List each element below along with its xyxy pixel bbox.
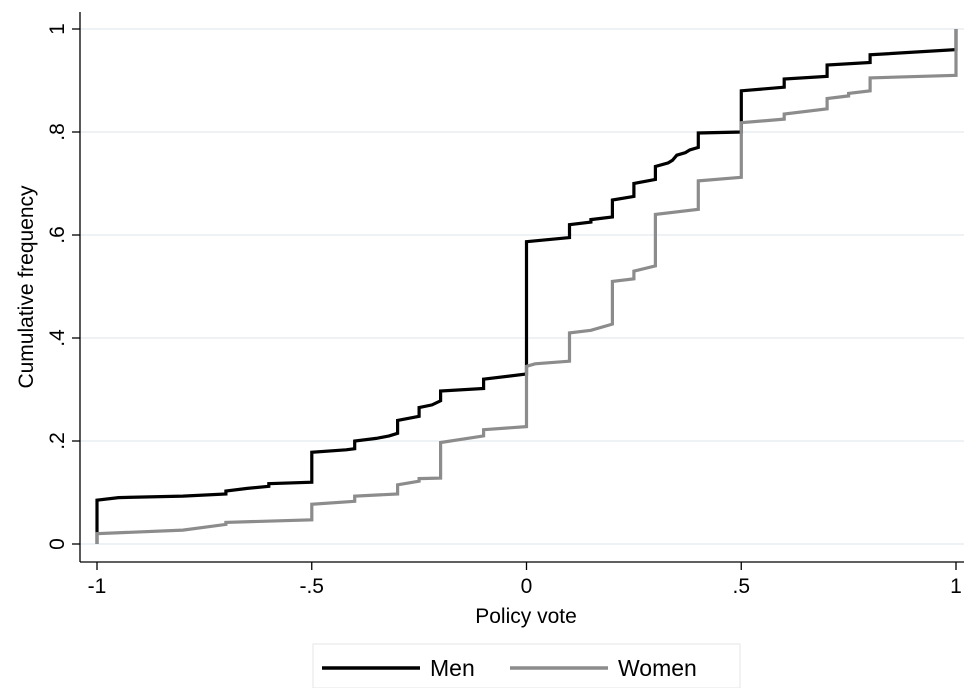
y-tick-label: .2 (46, 432, 69, 450)
series-lines (95, 29, 958, 544)
y-tick-label: .4 (46, 329, 69, 347)
y-tick-label: 1 (46, 23, 69, 35)
x-tick-label: -1 (88, 575, 107, 598)
x-tick-label: 1 (950, 575, 962, 598)
axes: 0 .2 .4 .6 .8 1 -1 -.5 0 .5 1 (46, 12, 964, 598)
series-line-women (95, 29, 958, 544)
y-tick-label: .8 (46, 123, 69, 141)
y-tick-label: .6 (46, 226, 69, 244)
legend-label-men: Men (430, 655, 475, 681)
x-axis-title: Policy vote (475, 605, 577, 628)
legend-label-women: Women (618, 655, 697, 681)
x-tick-label: -.5 (299, 575, 324, 598)
legend-frame (312, 643, 741, 689)
gridlines (80, 28, 964, 545)
legend: Men Women (312, 643, 741, 689)
x-tick-label: 0 (521, 575, 533, 598)
y-tick-label: 0 (46, 538, 69, 550)
y-axis-title: Cumulative frequency (15, 185, 38, 389)
x-tick-label: .5 (732, 575, 750, 598)
